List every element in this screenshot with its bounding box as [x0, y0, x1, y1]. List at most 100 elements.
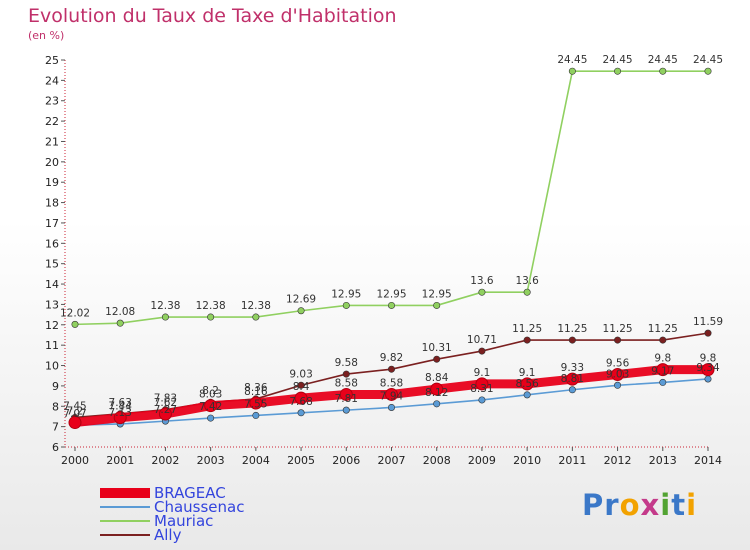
- x-tick-label: 2008: [423, 454, 451, 467]
- legend-label-ally: Ally: [154, 526, 182, 544]
- data-point-mauriac: [252, 313, 260, 321]
- data-label-mauriac: 12.95: [422, 288, 452, 300]
- data-label-ally: 7.63: [109, 397, 132, 409]
- data-point-brageac: [430, 382, 444, 396]
- data-label-mauriac: 24.45: [693, 54, 723, 66]
- data-label-chaussenac: 7.13: [109, 407, 132, 419]
- x-tick-label: 2001: [106, 454, 134, 467]
- data-point-ally: [523, 336, 531, 344]
- data-point-chaussenac: [342, 406, 350, 414]
- data-label-mauriac: 13.6: [470, 275, 494, 287]
- data-point-brageac: [68, 416, 82, 430]
- data-point-chaussenac: [659, 378, 667, 386]
- data-label-chaussenac: 8.31: [470, 383, 493, 395]
- data-point-mauriac: [297, 307, 305, 315]
- x-tick-label: 2005: [287, 454, 315, 467]
- x-tick-label: 2004: [242, 454, 270, 467]
- data-label-chaussenac: 7.27: [154, 404, 177, 416]
- data-label-brageac: 9.1: [474, 367, 491, 379]
- y-tick-label: 12: [45, 319, 59, 332]
- data-label-brageac: 7.44: [109, 401, 133, 413]
- proxiti-logo: Proxiti: [582, 488, 697, 522]
- data-point-mauriac: [523, 288, 531, 296]
- data-point-chaussenac: [387, 403, 395, 411]
- data-point-brageac: [385, 387, 398, 401]
- x-tick-label: 2010: [513, 454, 541, 467]
- data-point-mauriac: [387, 301, 395, 309]
- logo-letter: i: [660, 488, 672, 522]
- data-point-brageac: [294, 391, 308, 405]
- x-tick-label: 2006: [332, 454, 360, 467]
- logo-letter: x: [640, 488, 661, 522]
- data-point-ally: [704, 329, 712, 337]
- data-label-chaussenac: 7.81: [335, 393, 358, 405]
- data-labels-layer: 7.2 7.44 7.62 8.03 8.16 8.4 8.58 8.58 8.84 9.1 9.1…: [60, 54, 723, 420]
- data-label-brageac: 9.1: [519, 367, 536, 379]
- data-label-brageac: 9.8: [700, 353, 717, 365]
- data-point-mauriac: [704, 67, 712, 75]
- legend-label-mauriac: Mauriac: [154, 512, 213, 530]
- data-point-ally: [659, 336, 667, 344]
- y-tick-label: 20: [45, 156, 59, 169]
- data-label-ally: 8.36: [244, 382, 268, 394]
- data-point-chaussenac: [614, 381, 622, 389]
- x-tick-label: 2002: [151, 454, 179, 467]
- data-label-brageac: 7.2: [67, 406, 84, 418]
- data-label-chaussenac: 8.12: [425, 387, 448, 399]
- data-point-ally: [387, 365, 395, 373]
- data-point-chaussenac: [568, 386, 576, 394]
- data-label-mauriac: 12.38: [196, 300, 226, 312]
- data-label-mauriac: 24.45: [648, 54, 678, 66]
- data-label-ally: 10.31: [422, 342, 452, 354]
- y-tick-label: 10: [45, 360, 59, 373]
- data-label-ally: 8.2: [202, 385, 219, 397]
- x-tick-label: 2000: [61, 454, 89, 467]
- data-label-brageac: 9.56: [606, 357, 630, 369]
- data-point-ally: [568, 336, 576, 344]
- data-label-ally: 9.03: [289, 368, 312, 380]
- data-label-chaussenac: 9.34: [696, 362, 720, 374]
- x-tick-label: 2012: [604, 454, 632, 467]
- data-label-mauriac: 12.08: [105, 306, 135, 318]
- data-label-chaussenac: 7.07: [63, 408, 86, 420]
- data-point-brageac: [113, 411, 127, 425]
- y-tick-label: 19: [45, 176, 59, 189]
- data-point-chaussenac: [433, 400, 441, 408]
- y-tick-label: 17: [45, 217, 59, 230]
- data-label-brageac: 8.84: [425, 372, 449, 384]
- data-point-chaussenac: [704, 375, 712, 383]
- data-label-mauriac: 24.45: [603, 54, 633, 66]
- x-tick-label: 2003: [197, 454, 225, 467]
- data-point-mauriac: [71, 320, 79, 328]
- series-line-mauriac: [74, 70, 709, 326]
- y-tick-label: 7: [52, 421, 59, 434]
- data-label-brageac: 8.58: [380, 377, 403, 389]
- y-tick-label: 23: [45, 95, 59, 108]
- y-tick-label: 13: [45, 298, 59, 311]
- y-tick-label: 16: [45, 237, 59, 250]
- logo-letter: t: [671, 488, 687, 522]
- data-point-brageac: [701, 363, 715, 377]
- data-label-chaussenac: 7.68: [289, 396, 312, 408]
- data-point-ally: [433, 355, 441, 363]
- data-point-mauriac: [342, 301, 350, 309]
- x-tick-label: 2007: [378, 454, 406, 467]
- data-point-chaussenac: [297, 409, 305, 417]
- legend-label-chaussenac: Chaussenac: [154, 498, 244, 516]
- y-tick-label: 9: [52, 380, 59, 393]
- y-tick-label: 25: [45, 54, 59, 67]
- data-label-ally: 11.25: [648, 323, 678, 335]
- x-tick-label: 2011: [558, 454, 586, 467]
- legend-label-brageac: BRAGEAC: [154, 484, 226, 502]
- data-point-mauriac: [478, 288, 486, 296]
- data-point-mauriac: [116, 319, 124, 327]
- data-point-brageac: [339, 387, 353, 401]
- data-point-ally: [478, 347, 486, 355]
- data-label-ally: 7.45: [63, 400, 86, 412]
- y-tick-label: 8: [52, 400, 59, 413]
- logo-letter: o: [619, 488, 641, 522]
- data-label-mauriac: 13.6: [515, 275, 539, 287]
- data-point-ally: [614, 336, 622, 344]
- data-label-brageac: 7.62: [154, 397, 177, 409]
